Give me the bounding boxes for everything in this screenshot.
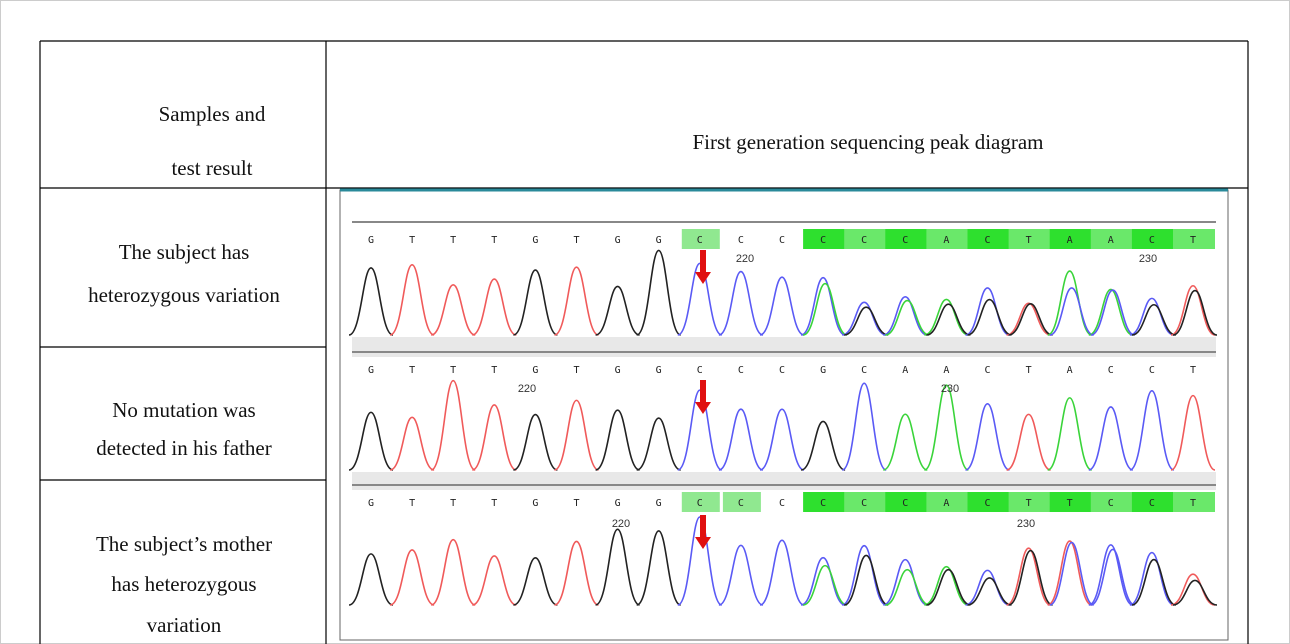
base: C [820,235,826,246]
base: C [1149,498,1155,509]
position-label: 230 [1139,253,1157,265]
base: C [1108,498,1114,509]
header-left: Samples and [159,102,266,126]
base: T [491,235,497,246]
position-label: 220 [612,518,630,530]
base: T [409,498,415,509]
base: T [1067,498,1073,509]
base: G [532,498,538,509]
base: C [1108,365,1114,376]
base: T [450,498,456,509]
base: G [368,365,374,376]
row-label: detected in his father [96,436,272,460]
base: A [1108,235,1114,246]
base: T [491,498,497,509]
base: T [1026,498,1032,509]
base: C [738,498,744,509]
base: C [1149,365,1155,376]
row-label: The subject’s mother [96,532,272,556]
base: T [573,235,579,246]
row-label: heterozygous variation [88,283,280,307]
base: C [861,498,867,509]
position-label: 220 [736,253,754,265]
base: T [1190,365,1196,376]
base: G [615,498,621,509]
base: A [943,498,949,509]
base: C [861,235,867,246]
row-label: variation [147,613,222,637]
base: T [1190,498,1196,509]
base: T [573,498,579,509]
base: C [779,365,785,376]
position-label: 230 [1017,518,1035,530]
position-label: 220 [518,383,536,395]
base: A [943,365,949,376]
base: G [656,498,662,509]
base: C [738,235,744,246]
header-left: test result [171,156,252,180]
figure: Samples and test result First generation… [0,0,1290,644]
row-label: The subject has [119,240,250,264]
base: G [615,235,621,246]
base: G [656,365,662,376]
base: C [1149,235,1155,246]
base: T [409,235,415,246]
base: T [409,365,415,376]
row-label: has heterozygous [111,572,256,596]
base: C [779,235,785,246]
base: C [861,365,867,376]
base: G [820,365,826,376]
base: G [368,498,374,509]
base: G [615,365,621,376]
base: C [820,498,826,509]
header-right: First generation sequencing peak diagram [692,130,1043,154]
base: C [738,365,744,376]
base: C [697,498,703,509]
base: T [573,365,579,376]
base: C [779,498,785,509]
base: G [368,235,374,246]
base: C [984,365,990,376]
base: A [1067,235,1073,246]
position-label: 230 [941,383,959,395]
base: A [902,365,908,376]
base: T [1026,365,1032,376]
base: T [1026,235,1032,246]
base: C [984,235,990,246]
row-label: No mutation was [112,398,255,422]
base: T [450,365,456,376]
chromatogram-panel [340,190,1228,640]
base: T [1190,235,1196,246]
base: T [491,365,497,376]
base: C [984,498,990,509]
base: G [532,235,538,246]
base: C [902,498,908,509]
page: Samples and test result First generation… [0,0,1290,644]
base: A [1067,365,1073,376]
base: G [656,235,662,246]
base: T [450,235,456,246]
base: C [697,235,703,246]
base: C [697,365,703,376]
track-strip [352,337,1216,357]
base: C [902,235,908,246]
base: G [532,365,538,376]
base: A [943,235,949,246]
track-strip [352,472,1216,490]
